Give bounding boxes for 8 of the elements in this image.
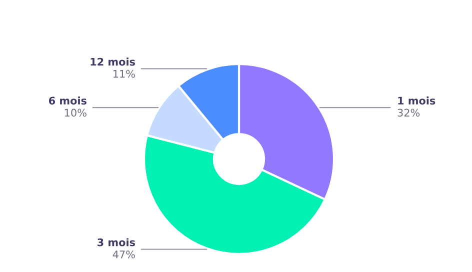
data-label: 10% — [64, 108, 86, 117]
slice-label: 6 mois — [48, 96, 86, 105]
data-label: 47% — [112, 250, 135, 258]
data-label: 11% — [113, 70, 135, 78]
data-label: 32% — [398, 108, 420, 117]
slice-label: 3 mois — [98, 238, 136, 246]
slice-label: 1 mois — [398, 96, 436, 105]
slice-label: 12 mois — [90, 58, 136, 66]
